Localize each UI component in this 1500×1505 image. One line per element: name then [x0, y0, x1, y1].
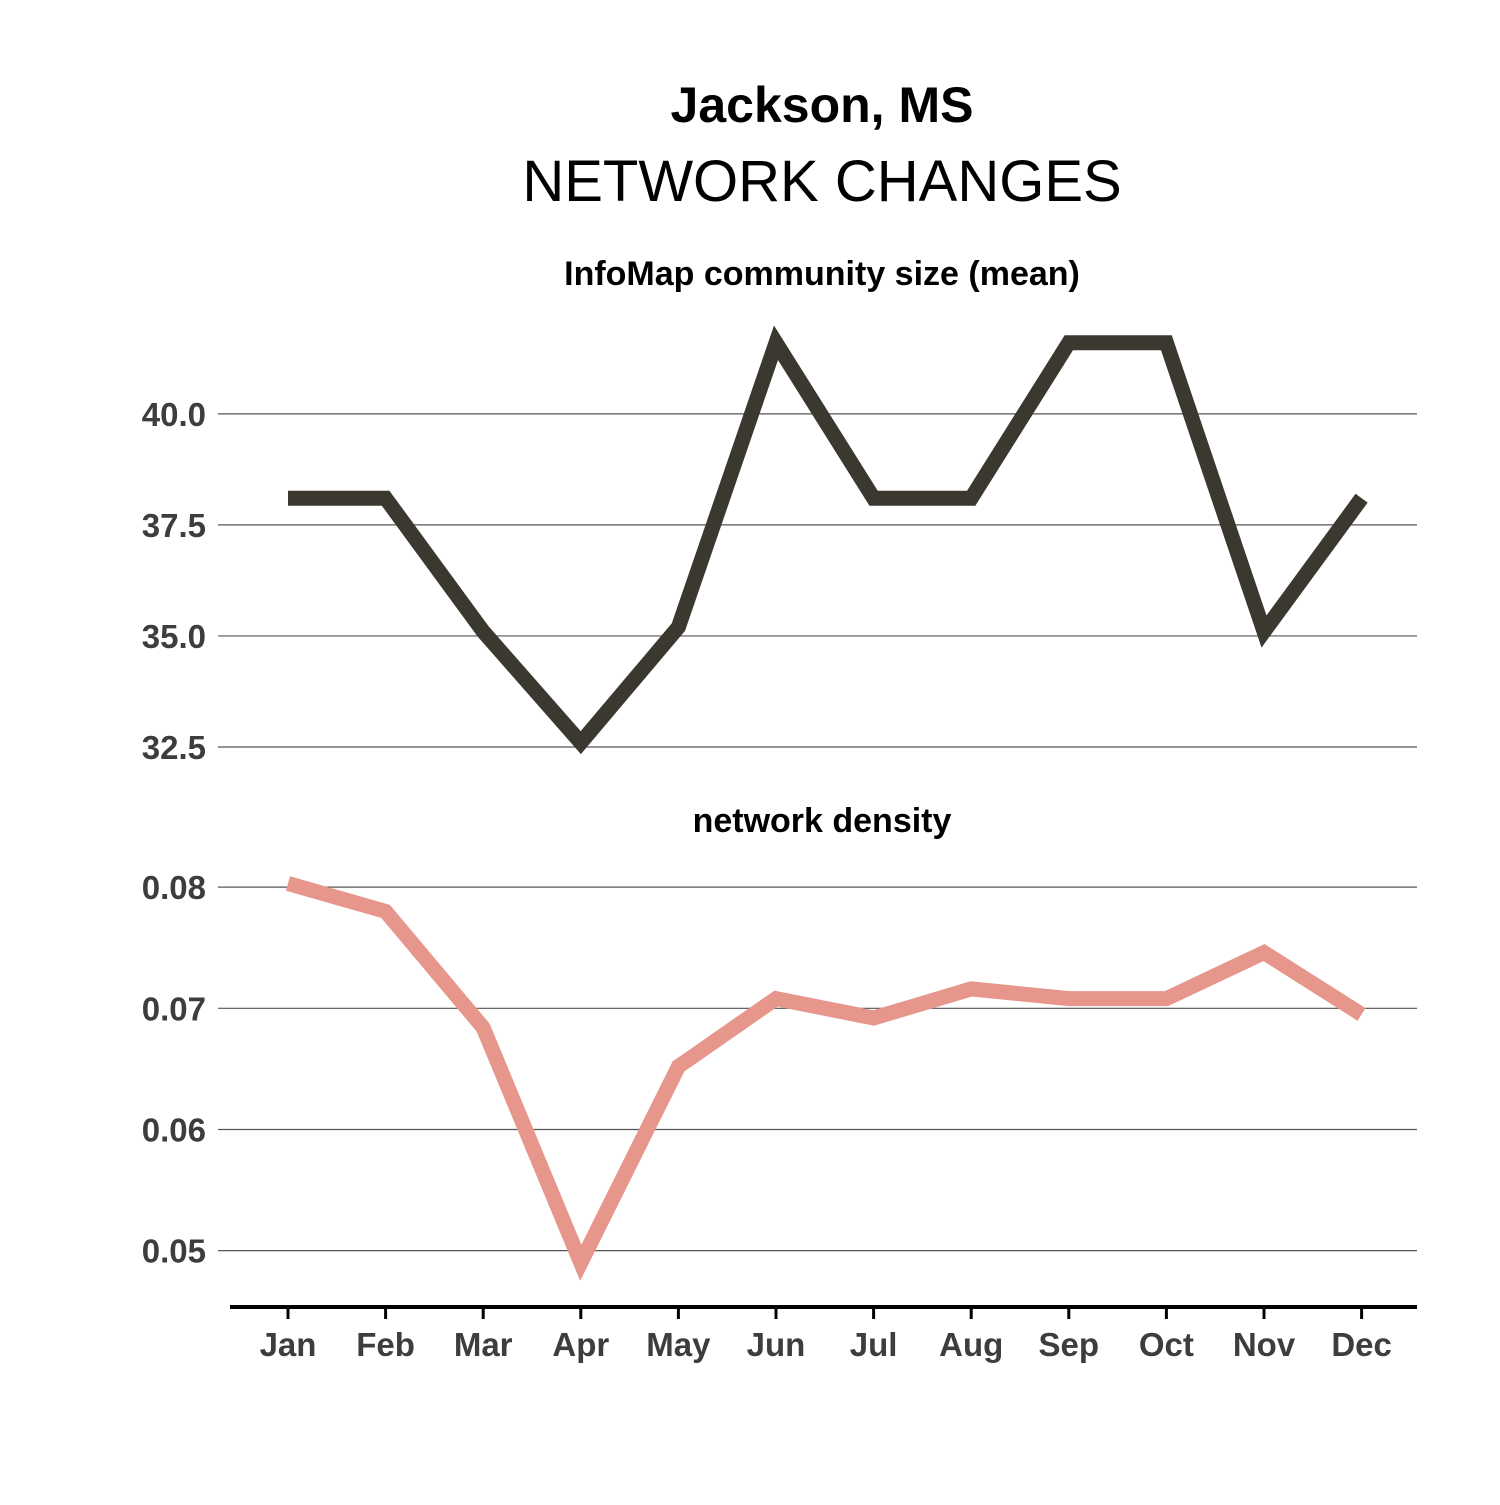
chart-subtitle: NETWORK CHANGES [522, 149, 1121, 214]
x-tick-label: Apr [552, 1326, 609, 1363]
x-tick-label: Jul [850, 1326, 898, 1363]
x-tick-label: Feb [356, 1326, 415, 1363]
panel-title-network-density: network density [693, 802, 952, 840]
panel-title-community-size: InfoMap community size (mean) [564, 255, 1080, 293]
network-density-y-tick-label: 0.07 [142, 990, 206, 1027]
x-tick-label: Sep [1039, 1326, 1100, 1363]
community-size-y-tick-label: 32.5 [142, 729, 206, 766]
x-tick-label: Nov [1233, 1326, 1296, 1363]
chart-title: Jackson, MS [671, 77, 974, 133]
network-density-y-tick-label: 0.06 [142, 1111, 206, 1148]
plot-layer: 32.5 35.0 37.5 40.0 0.05 0.06 0.07 0.08 Jan Feb Ma… [142, 325, 1417, 1363]
x-tick-label: Jan [260, 1326, 317, 1363]
community-size-series-line [288, 325, 1368, 755]
x-tick-label: Jun [747, 1326, 806, 1363]
community-size-y-tick-label: 37.5 [142, 507, 206, 544]
x-tick-label: Aug [939, 1326, 1003, 1363]
x-tick-label: May [646, 1326, 711, 1363]
community-size-y-tick-label: 35.0 [142, 618, 206, 655]
network-density-y-tick-label: 0.05 [142, 1233, 206, 1270]
x-tick-label: Mar [454, 1326, 513, 1363]
community-size-y-tick-label: 40.0 [142, 396, 206, 433]
x-tick-label: Dec [1331, 1326, 1392, 1363]
network-density-series-line [285, 876, 1366, 1281]
network-density-y-tick-label: 0.08 [142, 869, 206, 906]
x-tick-label: Oct [1139, 1326, 1194, 1363]
